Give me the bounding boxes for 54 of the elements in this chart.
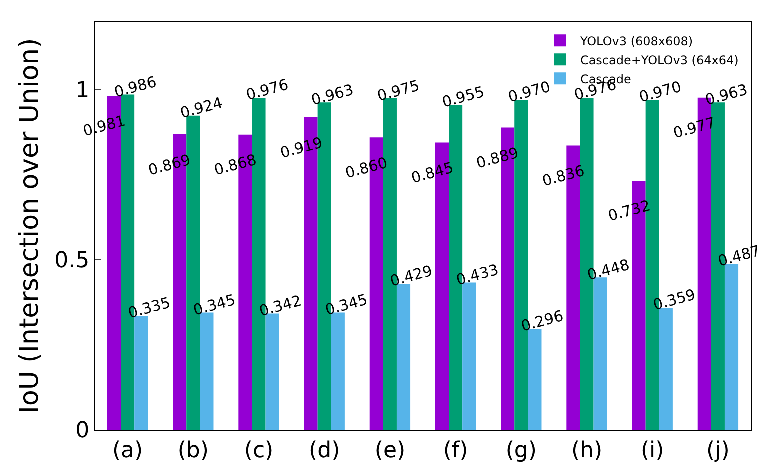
legend-label: Cascade+YOLOv3 (64x64) (580, 53, 739, 68)
x-tick-label: (b) (178, 438, 209, 464)
y-tick-label: 1 (76, 78, 90, 104)
data-label: 0.976 (244, 76, 290, 104)
data-label: 0.335 (126, 294, 173, 322)
data-label: 0.955 (440, 82, 486, 112)
data-label: 0.487 (716, 242, 760, 270)
x-tick-label: (d) (309, 438, 340, 464)
data-label: 0.732 (606, 196, 653, 226)
bar (659, 308, 673, 430)
x-tick-label: (f) (443, 438, 468, 464)
data-label: 0.919 (278, 134, 325, 162)
data-label: 0.970 (637, 78, 684, 106)
y-tick-label: 0.5 (54, 248, 90, 274)
legend-label: YOLOv3 (608x608) (579, 34, 694, 48)
data-label: 0.296 (519, 306, 566, 336)
bar (594, 278, 608, 430)
data-label: 0.977 (671, 114, 718, 142)
data-label: 0.345 (191, 290, 238, 320)
x-tick-label: (i) (640, 438, 664, 464)
data-label: 0.963 (704, 80, 750, 110)
data-label: 0.869 (146, 150, 193, 180)
x-tick-label: (g) (506, 438, 537, 464)
x-tick-label: (j) (706, 438, 730, 464)
bar (331, 312, 345, 430)
data-label: 0.975 (376, 76, 422, 106)
x-tick-label: (a) (112, 438, 144, 464)
bar (134, 316, 148, 430)
bar (462, 282, 476, 430)
data-label: 0.433 (454, 260, 501, 290)
data-label: 0.345 (323, 290, 370, 320)
bar (396, 284, 411, 430)
bar (528, 329, 542, 430)
data-label: 0.981 (81, 112, 128, 140)
data-label: 0.924 (178, 94, 225, 122)
bar (724, 264, 739, 430)
data-label: 0.429 (388, 262, 435, 290)
data-label: 0.868 (212, 150, 259, 180)
data-label: 0.860 (344, 154, 390, 182)
bar (266, 314, 280, 430)
x-tick-label: (c) (244, 438, 274, 464)
x-tick-label: (h) (571, 438, 603, 464)
y-tick-label: 0 (76, 418, 90, 444)
y-axis-title: IoU (Intersection over Union) (15, 38, 45, 414)
data-label: 0.889 (474, 144, 521, 172)
data-label: 0.963 (310, 80, 356, 110)
data-label: 0.836 (540, 162, 587, 190)
data-label: 0.845 (409, 158, 456, 188)
data-label: 0.970 (506, 78, 552, 106)
data-label: 0.342 (257, 292, 304, 320)
data-label: 0.359 (651, 286, 698, 314)
data-label: 0.986 (112, 72, 159, 102)
x-tick-label: (e) (374, 438, 406, 464)
data-label: 0.448 (585, 256, 632, 284)
